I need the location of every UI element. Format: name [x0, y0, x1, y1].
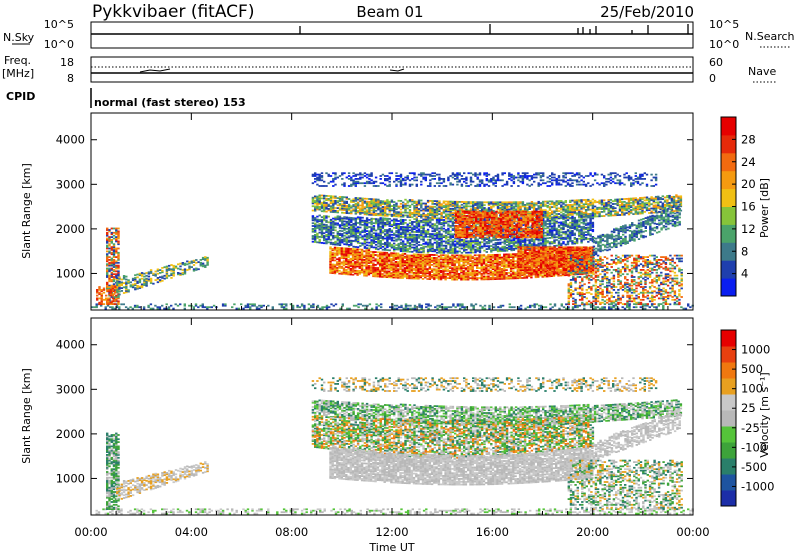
x-tick-label: 04:00	[175, 525, 208, 539]
colorbar-swatch	[721, 394, 736, 411]
colorbar-swatch	[721, 170, 736, 190]
colorbar-tick-label: 28	[741, 132, 756, 146]
nsky-spikes	[299, 24, 689, 34]
nave-tick-high: 60	[709, 56, 723, 69]
power-y-axis-label: Slant Range [km]	[20, 163, 33, 259]
x-tick-label: 12:00	[375, 525, 408, 539]
velocity-colorbar: 1000 500 100 25 -25 -100 -500 -1000	[720, 329, 774, 507]
x-tick-label: 20:00	[576, 525, 609, 539]
colorbar-swatch	[721, 378, 736, 395]
power-y-tick-label: 3000	[56, 177, 85, 191]
colorbar-tick-label: 100	[741, 382, 763, 396]
colorbar-tick-label: -25	[741, 421, 760, 435]
nave-tick-low: 0	[709, 72, 716, 85]
colorbar-tick-label: 24	[741, 155, 756, 169]
velocity-colorbar-label: Velocity [m s⁻¹]	[758, 372, 771, 457]
nsearch-tick-high: 10^5	[709, 18, 739, 31]
colorbar-tick-label: -500	[741, 460, 767, 474]
velocity-panel: 1000 2000 3000 4000 Slant Range [km] 1000 50…	[20, 317, 774, 516]
power-panel: 1000 2000 3000 4000 Slant Range [km] 28 24 20…	[20, 112, 771, 311]
colorbar-tick-label: 12	[741, 222, 756, 236]
colorbar-tick-label: -1000	[741, 479, 774, 493]
colorbar-tick-label: -100	[741, 440, 767, 454]
velocity-y-tick-label: 4000	[56, 338, 85, 352]
colorbar-swatch	[721, 410, 736, 427]
colorbar-tick-label: 4	[741, 267, 748, 281]
colorbar-swatch	[721, 362, 736, 379]
cpid-strip: CPID normal (fast stereo) 153	[6, 88, 246, 109]
beam-label: Beam 01	[356, 3, 423, 21]
colorbar-swatch	[721, 117, 736, 136]
radar-title: Pykkvibaer (fitACF)	[92, 2, 254, 22]
colorbar-swatch	[721, 330, 736, 347]
cpid-text: normal (fast stereo) 153	[94, 96, 246, 109]
x-axis-label: Time UT	[368, 541, 414, 554]
colorbar-tick-label: 16	[741, 200, 756, 214]
date-label: 25/Feb/2010	[600, 3, 694, 21]
nave-label: Nave	[748, 65, 776, 78]
x-tick-label: 08:00	[275, 525, 308, 539]
freq-panel: 18 8 Freq. [MHz] 60 0 Nave	[2, 54, 776, 85]
colorbar-tick-label: 8	[741, 244, 748, 258]
colorbar-swatch	[721, 206, 736, 225]
colorbar-swatch	[721, 474, 736, 491]
colorbar-tick-label: 25	[741, 401, 756, 415]
colorbar-tick-label: 1000	[741, 343, 770, 357]
cpid-label: CPID	[6, 90, 35, 103]
colorbar-swatch	[721, 152, 736, 172]
nsearch-label: N.Search	[745, 30, 795, 43]
power-y-tick-label: 2000	[56, 222, 85, 236]
colorbar-swatch	[721, 458, 736, 475]
power-colorbar-label: Power [dB]	[758, 178, 771, 238]
x-tick-label: 00:00	[676, 525, 709, 539]
colorbar-tick-label: 20	[741, 177, 756, 191]
power-y-tick-label: 1000	[56, 266, 85, 280]
time-axis: 00:00 04:00 08:00 12:00 16:00 20:00 00:00	[74, 113, 710, 539]
nsky-label: N.Sky	[3, 31, 35, 44]
velocity-y-tick-label: 1000	[56, 471, 85, 485]
colorbar-tick-label: 500	[741, 362, 763, 376]
x-tick-label: 00:00	[74, 525, 107, 539]
x-tick-label: 16:00	[476, 525, 509, 539]
colorbar-swatch	[721, 442, 736, 459]
nsky-tick-high: 10^5	[44, 18, 74, 31]
colorbar-swatch	[721, 346, 736, 363]
nsky-panel: 10^5 10^0 N.Sky 10^5 10^0 N.Search	[3, 18, 795, 51]
freq-unit: [MHz]	[2, 67, 34, 80]
colorbar-swatch	[721, 134, 736, 154]
colorbar-swatch	[721, 260, 736, 279]
velocity-y-axis-label: Slant Range [km]	[20, 368, 33, 464]
freq-tick-low: 8	[67, 72, 74, 85]
freq-label: Freq.	[4, 54, 31, 67]
colorbar-swatch	[721, 188, 736, 207]
velocity-y-tick-label: 3000	[56, 382, 85, 396]
colorbar-swatch	[721, 224, 736, 243]
nsearch-tick-low: 10^0	[709, 38, 739, 51]
colorbar-swatch	[721, 242, 736, 261]
colorbar-swatch	[721, 490, 736, 507]
freq-tick-high: 18	[60, 56, 74, 69]
velocity-plot-area	[95, 377, 694, 515]
colorbar-swatch	[721, 278, 736, 297]
power-plot-area	[91, 172, 694, 310]
colorbar-swatch	[721, 426, 736, 443]
velocity-y-tick-label: 2000	[56, 427, 85, 441]
nsky-tick-low: 10^0	[44, 38, 74, 51]
power-y-tick-label: 4000	[56, 133, 85, 147]
power-colorbar: 28 24 20 16 12 8 4	[720, 116, 756, 297]
